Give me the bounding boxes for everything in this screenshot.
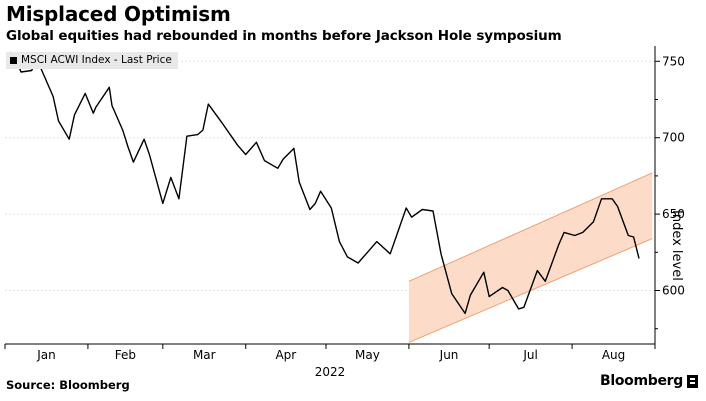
chart-title: Misplaced Optimism — [6, 2, 231, 26]
y-tick-label: 650 — [662, 207, 685, 221]
trend-channel — [408, 172, 653, 343]
x-tick-label: Aug — [602, 348, 625, 362]
x-tick-label: Jan — [36, 348, 56, 362]
x-tick-label: Apr — [275, 348, 296, 362]
line-chart: 600 650 700 750 Jan Feb Mar Apr May Jun Jul Aug 2022 — [4, 46, 685, 376]
x-tick-label: Feb — [115, 348, 136, 362]
trend-channel-upper — [408, 172, 653, 282]
series-lines — [9, 51, 640, 315]
x-tick-label: May — [355, 348, 380, 362]
brand-logo: Bloomberg — [600, 373, 698, 389]
x-year-label: 2022 — [315, 365, 346, 376]
trend-channel-band — [408, 172, 653, 343]
y-tick-label: 750 — [662, 54, 685, 68]
x-tick-label: Mar — [193, 348, 216, 362]
y-axis-label: Index level — [669, 210, 684, 281]
y-tick-label: 700 — [662, 131, 685, 145]
x-tick-label: Jun — [439, 348, 459, 362]
axes: 600 650 700 750 Jan Feb Mar Apr May Jun Jul Aug 2022 — [4, 46, 685, 376]
legend-label: MSCI ACWI Index - Last Price — [21, 54, 172, 66]
brand-name: Bloomberg — [599, 373, 683, 389]
source-note: Source: Bloomberg — [6, 378, 130, 392]
y-tick-label: 600 — [662, 284, 685, 298]
terminal-icon — [687, 374, 698, 388]
chart-subtitle: Global equities had rebounded in months … — [6, 28, 562, 44]
legend: MSCI ACWI Index - Last Price — [6, 52, 178, 69]
series-line-0 — [9, 51, 640, 315]
legend-swatch — [10, 56, 17, 64]
x-tick-label: Jul — [522, 348, 537, 362]
